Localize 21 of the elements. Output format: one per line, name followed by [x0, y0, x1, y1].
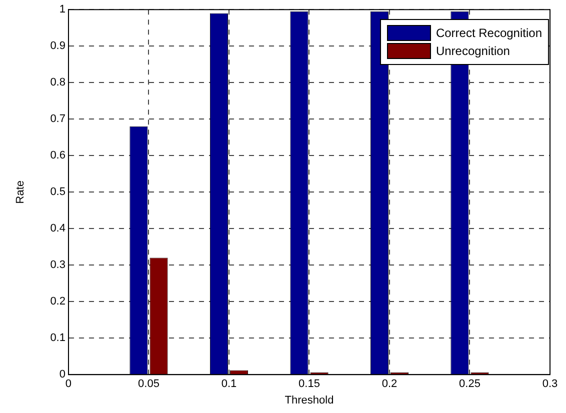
y-tick-label: 0.2 — [50, 296, 66, 308]
x-tick-label: 0.05 — [138, 378, 160, 390]
y-tick-label: 0 — [59, 368, 66, 381]
y-tick-label: 0.5 — [50, 186, 66, 198]
legend-label: Correct Recognition — [436, 26, 542, 40]
legend-label: Unrecognition — [436, 44, 510, 58]
y-tick-label: 0.6 — [50, 150, 66, 162]
y-tick-label: 0.1 — [50, 332, 66, 344]
x-axis-title: Threshold — [284, 394, 334, 406]
x-tick-label: 0.25 — [459, 378, 480, 390]
y-tick-label: 0.9 — [50, 40, 66, 52]
y-tick-label: 0.8 — [50, 76, 66, 89]
x-tick-label: 0.2 — [382, 378, 398, 390]
y-tick-label: 1 — [59, 4, 66, 16]
y-axis-title: Rate — [14, 180, 27, 204]
x-tick-label: 0.3 — [542, 378, 558, 390]
y-tick-label: 0.3 — [50, 259, 66, 272]
y-tick-label: 0.7 — [50, 113, 66, 126]
y-tick-label: 0.4 — [50, 222, 66, 235]
x-tick-label: 0.1 — [221, 378, 237, 390]
x-tick-label: 0.15 — [298, 378, 320, 390]
